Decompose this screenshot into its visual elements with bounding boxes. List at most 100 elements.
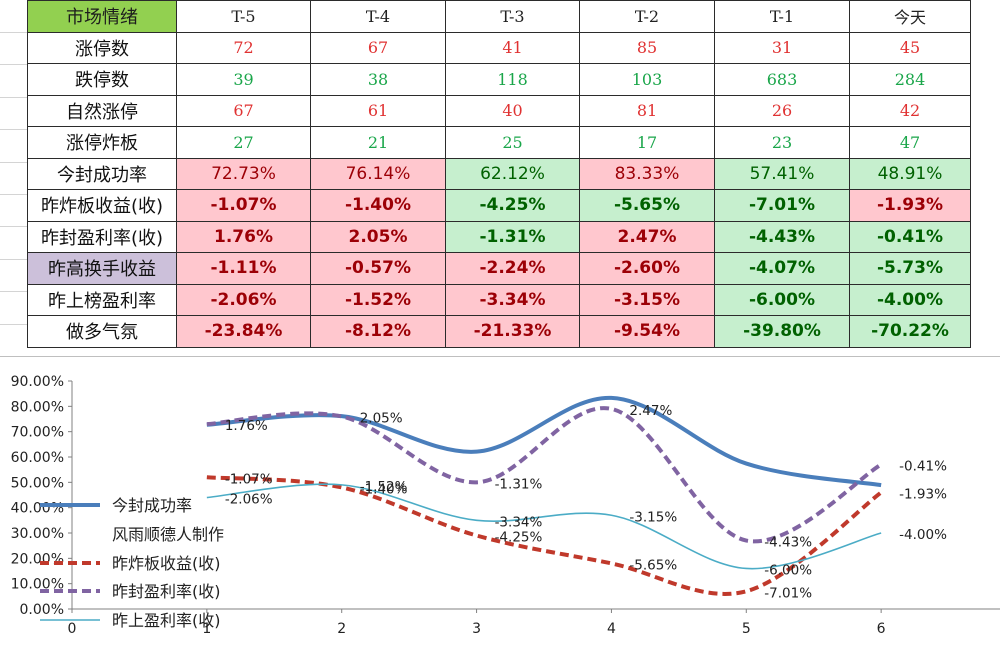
table-cell: 118 xyxy=(445,63,580,96)
row-label: 昨上榜盈利率 xyxy=(27,283,177,316)
table-cell: 41 xyxy=(445,31,580,64)
y-tick-label: 0.00% xyxy=(20,602,64,618)
table-cell: -5.73% xyxy=(849,252,971,285)
table-cell: 45 xyxy=(849,31,971,64)
y-tick-label: 10.00% xyxy=(11,577,64,593)
table-cell: 83.33% xyxy=(579,157,715,190)
data-label: -1.93% xyxy=(899,486,947,502)
table-cell: -1.07% xyxy=(176,189,311,222)
table-cell: -0.41% xyxy=(849,220,971,253)
row-label: 做多气氛 xyxy=(27,315,177,348)
row-label: 今封成功率 xyxy=(27,157,177,190)
column-header: T-2 xyxy=(579,0,715,33)
y-tick-label: 70.00% xyxy=(11,425,64,441)
table-cell: 2.47% xyxy=(579,220,715,253)
row-label: 跌停数 xyxy=(27,63,177,96)
table-cell: 85 xyxy=(579,31,715,64)
x-tick-label: 5 xyxy=(742,621,751,637)
table-cell: -1.52% xyxy=(310,283,446,316)
data-label: -4.00% xyxy=(899,527,947,543)
table-cell: -0.57% xyxy=(310,252,446,285)
data-label: 2.05% xyxy=(360,410,403,426)
table-cell: -23.84% xyxy=(176,315,311,348)
y-tick-label: 30.00% xyxy=(11,526,64,542)
table-row: 涨停炸板 27 21 25 17 23 47 xyxy=(27,126,971,159)
data-label: -4.25% xyxy=(495,530,543,546)
table-cell: 26 xyxy=(714,94,850,127)
row-label: 涨停数 xyxy=(27,31,177,64)
legend-entry: 昨炸板收益(收) xyxy=(112,554,221,573)
table-cell: -2.06% xyxy=(176,283,311,316)
legend-entry: 今封成功率 xyxy=(112,496,192,515)
table-row: 昨上榜盈利率 -2.06% -1.52% -3.34% -3.15% -6.00% -4.0… xyxy=(27,283,971,316)
table-cell: 31 xyxy=(714,31,850,64)
table-cell: 17 xyxy=(579,126,715,159)
data-label: -6.00% xyxy=(764,562,812,578)
x-tick-label: 1 xyxy=(202,621,211,637)
data-label: -7.01% xyxy=(764,585,812,601)
table-cell: -1.11% xyxy=(176,252,311,285)
y-tick-label: 90.00% xyxy=(11,374,64,390)
table-cell: 683 xyxy=(714,63,850,96)
x-tick-label: 3 xyxy=(472,621,481,637)
table-row: 做多气氛 -23.84% -8.12% -21.33% -9.54% -39.80% -70… xyxy=(27,315,971,348)
table-cell: -1.31% xyxy=(445,220,580,253)
legend-entry: 昨上盈利率(收) xyxy=(112,611,221,630)
data-label: -3.34% xyxy=(495,514,543,530)
table-cell: -4.25% xyxy=(445,189,580,222)
table-cell: 25 xyxy=(445,126,580,159)
table-cell: -21.33% xyxy=(445,315,580,348)
table-cell: -3.15% xyxy=(579,283,715,316)
x-tick-label: 4 xyxy=(607,621,616,637)
table-cell: 48.91% xyxy=(849,157,971,190)
table-cell: 284 xyxy=(849,63,971,96)
table-row: 昨炸板收益(收) -1.07% -1.40% -4.25% -5.65% -7.01% -1… xyxy=(27,189,971,222)
spreadsheet-gridlines xyxy=(0,0,27,356)
series-line xyxy=(206,395,882,488)
table-cell: -2.60% xyxy=(579,252,715,285)
legend-entry: 昨封盈利率(收) xyxy=(112,582,221,601)
series-line xyxy=(206,475,883,596)
data-label: -1.07% xyxy=(225,471,273,487)
series-line xyxy=(206,406,883,544)
y-tick-label: 50.00% xyxy=(11,475,64,491)
row-label: 涨停炸板 xyxy=(27,126,177,159)
table-cell: 42 xyxy=(849,94,971,127)
table-cell: -3.34% xyxy=(445,283,580,316)
table-corner-label: 市场情绪 xyxy=(27,0,177,33)
table-cell: -6.00% xyxy=(714,283,850,316)
table-cell: 39 xyxy=(176,63,311,96)
market-sentiment-table-panel: 市场情绪 T-5 T-4 T-3 T-2 T-1 今天 涨停数 72 67 41 85 31 45 跌停数 3… xyxy=(0,0,971,356)
table-cell: -39.80% xyxy=(714,315,850,348)
data-label: 2.47% xyxy=(629,403,672,419)
table-cell: 67 xyxy=(310,31,446,64)
table-cell: 103 xyxy=(579,63,715,96)
column-header: T-1 xyxy=(714,0,850,33)
table-cell: -4.43% xyxy=(714,220,850,253)
data-label: -1.40% xyxy=(360,481,408,497)
market-sentiment-table: 市场情绪 T-5 T-4 T-3 T-2 T-1 今天 涨停数 72 67 41 85 31 45 跌停数 3… xyxy=(27,0,971,348)
table-cell: -7.01% xyxy=(714,189,850,222)
row-label: 昨高换手收益 xyxy=(27,252,177,285)
column-header: T-5 xyxy=(176,0,311,33)
data-label: -0.41% xyxy=(899,459,947,475)
table-header-row: 市场情绪 T-5 T-4 T-3 T-2 T-1 今天 xyxy=(27,0,971,33)
y-tick-label: 60.00% xyxy=(11,450,64,466)
line-chart-canvas: 0.00%10.00%20.00%30.00%40.00%50.00%60.00… xyxy=(11,374,1000,637)
table-cell: 72.73% xyxy=(176,157,311,190)
table-cell: 1.76% xyxy=(176,220,311,253)
table-row: 今封成功率 72.73% 76.14% 62.12% 83.33% 57.41% 48.91… xyxy=(27,157,971,190)
table-cell: 2.05% xyxy=(310,220,446,253)
row-label: 自然涨停 xyxy=(27,94,177,127)
table-cell: 76.14% xyxy=(310,157,446,190)
data-label: -2.06% xyxy=(225,492,273,508)
table-cell: 62.12% xyxy=(445,157,580,190)
legend-note: 风雨顺德人制作 xyxy=(112,525,224,544)
table-cell: 23 xyxy=(714,126,850,159)
y-tick-label: 80.00% xyxy=(11,399,64,415)
table-row: 跌停数 39 38 118 103 683 284 xyxy=(27,63,971,96)
data-label: -5.65% xyxy=(629,557,677,573)
table-cell: -9.54% xyxy=(579,315,715,348)
series-line xyxy=(206,483,882,570)
table-cell: 47 xyxy=(849,126,971,159)
